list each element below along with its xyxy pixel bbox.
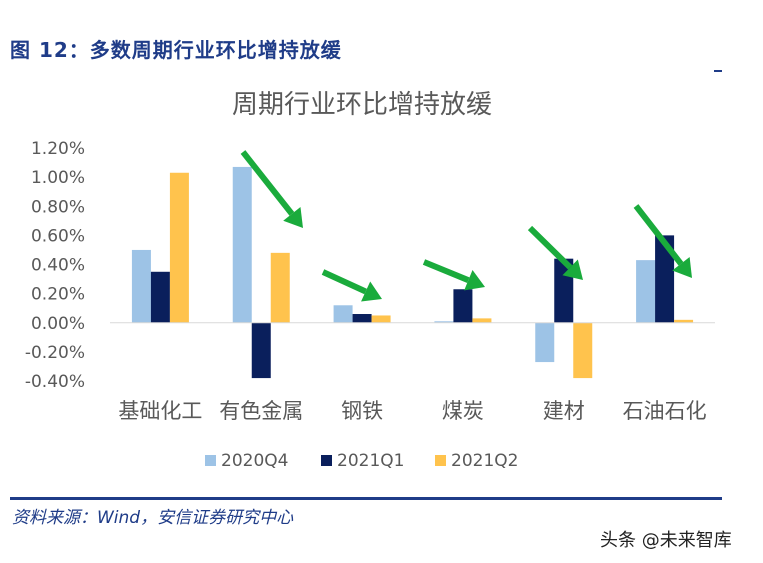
bar-2021Q1-2 [352, 314, 372, 323]
y-tick-label: 0.80% [31, 197, 85, 217]
y-axis: 1.20% 1.00% 0.80% 0.60% 0.40% 0.20% 0.00% -0.20… [25, 139, 85, 392]
bar-2020Q4-4 [535, 322, 555, 363]
y-tick-label: -0.20% [25, 343, 85, 363]
y-tick-label: -0.40% [25, 372, 85, 392]
legend-swatch [205, 455, 216, 466]
bar-2021Q1-1 [251, 322, 271, 379]
legend-swatch [435, 455, 446, 466]
y-tick-label: 0.40% [31, 256, 85, 276]
bar-2021Q2-5 [674, 319, 694, 323]
category-label: 石油石化 [623, 399, 707, 423]
y-tick-label: 1.00% [31, 168, 85, 188]
legend-swatch [321, 455, 332, 466]
figure-title: 图 12：多数周期行业环比增持放缓 [10, 38, 342, 62]
trend-arrow [527, 225, 583, 280]
bar-2021Q2-0 [169, 172, 189, 323]
bar-2021Q2-1 [270, 252, 290, 323]
trend-arrow [633, 204, 692, 278]
trend-arrow [240, 150, 303, 228]
y-tick-label: 0.20% [31, 285, 85, 305]
category-label: 基础化工 [118, 399, 202, 423]
y-tick-label: 1.20% [31, 139, 85, 159]
bar-2021Q2-3 [472, 318, 492, 323]
trend-arrow [422, 259, 485, 291]
bar-2021Q1-5 [655, 235, 675, 323]
legend-label: 2020Q4 [221, 451, 288, 471]
bar-chart: 周期行业环比增持放缓 1.20% 1.00% 0.80% 0.60% 0.40% 0.20… [25, 90, 715, 471]
bar-2020Q4-5 [636, 260, 656, 323]
category-label: 建材 [543, 399, 585, 423]
category-label: 钢铁 [341, 399, 383, 423]
bar-2020Q4-2 [333, 305, 353, 323]
y-tick-label: 0.60% [31, 226, 85, 246]
bar-2021Q2-2 [371, 315, 391, 323]
source-divider [10, 497, 722, 500]
legend-label: 2021Q1 [337, 451, 404, 471]
bar-2021Q2-4 [573, 322, 593, 379]
legend: 2020Q4 2021Q1 2021Q2 [205, 451, 518, 471]
bars [131, 166, 694, 379]
y-tick-label: 0.00% [31, 314, 85, 334]
chart-title: 周期行业环比增持放缓 [232, 90, 492, 120]
source-note: 资料来源：Wind，安信证券研究中心 [12, 508, 294, 528]
corner-mark [714, 70, 722, 72]
bar-2021Q1-0 [150, 271, 170, 323]
bar-2020Q4-1 [232, 166, 252, 323]
bar-2020Q4-3 [434, 321, 454, 323]
x-axis: 基础化工 有色金属 钢铁 煤炭 建材 石油石化 [110, 322, 715, 423]
trend-arrow [321, 269, 382, 302]
legend-label: 2021Q2 [451, 451, 518, 471]
bar-2020Q4-0 [131, 249, 151, 323]
watermark: 头条 @未来智库 [600, 530, 732, 551]
category-label: 有色金属 [219, 399, 303, 423]
trend-arrows [240, 150, 692, 302]
category-label: 煤炭 [442, 399, 484, 423]
bar-2021Q1-3 [453, 289, 473, 323]
